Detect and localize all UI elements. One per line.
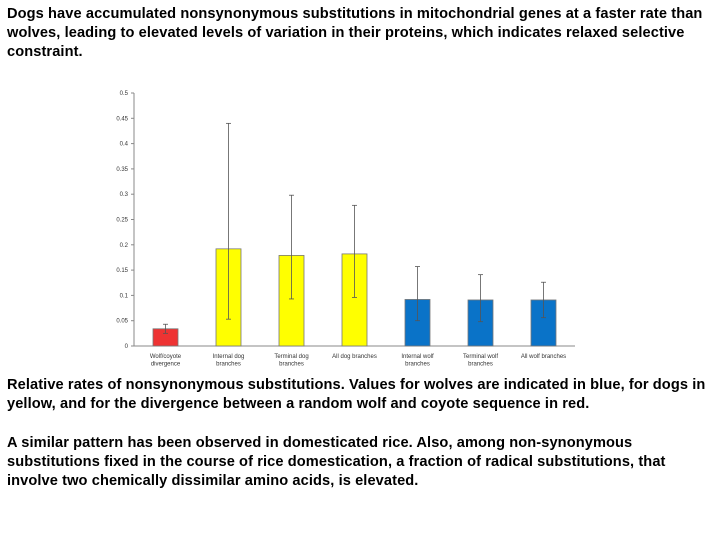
bars (152, 122, 557, 347)
category-label: branches (279, 362, 304, 368)
y-tick-label: 0.3 (120, 192, 129, 198)
category-label: Internal wolf (401, 354, 434, 360)
category-label: All dog branches (332, 354, 377, 360)
y-tick-label: 0.5 (120, 91, 129, 97)
y-tick-label: 0.25 (116, 218, 128, 224)
category-label: Wolf/coyote (150, 354, 182, 360)
intro-paragraph: Dogs have accumulated nonsynonymous subs… (7, 6, 703, 60)
y-tick-label: 0.05 (116, 319, 128, 325)
category-label: Terminal wolf (463, 354, 498, 360)
y-tick-label: 0.35 (116, 167, 128, 173)
figure-caption: Relative rates of nonsynonymous substitu… (7, 377, 706, 412)
category-label: Internal dog (213, 354, 245, 360)
y-tick-label: 0.1 (120, 293, 129, 299)
category-label: branches (468, 362, 493, 368)
category-label: Terminal dog (274, 354, 308, 360)
y-tick-label: 0.15 (116, 268, 128, 274)
x-axis-labels: Wolf/coyote divergence Internal dog branche… (150, 354, 566, 368)
category-label: branches (405, 362, 430, 368)
category-label: All wolf branches (521, 354, 566, 360)
y-tick-label: 0.4 (120, 142, 129, 148)
rice-paragraph: A similar pattern has been observed in d… (7, 435, 666, 489)
category-label: branches (216, 362, 241, 368)
y-tick-label: 0.45 (116, 116, 128, 122)
y-tick-label: 0.2 (120, 243, 129, 249)
y-tick-label: 0 (125, 344, 129, 350)
category-label: divergence (151, 362, 181, 368)
